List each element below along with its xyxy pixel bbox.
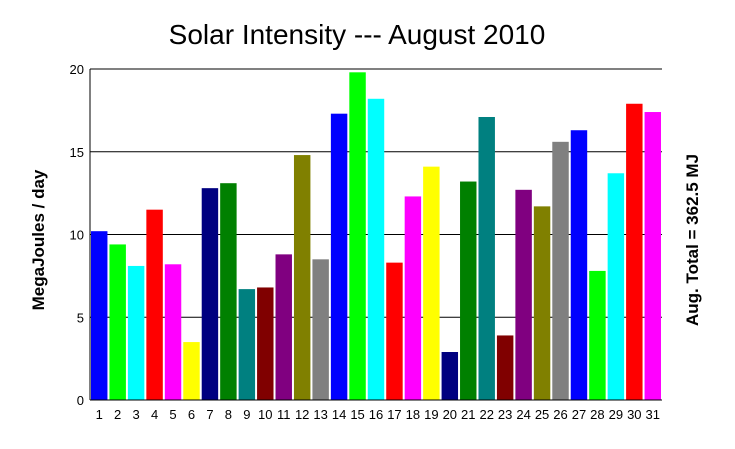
bar-day-23 <box>496 335 514 400</box>
bar-day-27 <box>570 130 588 401</box>
y-tick-labels: 0 5 10 15 20 <box>70 62 84 408</box>
x-tick-29: 29 <box>609 407 623 422</box>
bar-day-14 <box>330 113 348 400</box>
x-tick-28: 28 <box>590 407 604 422</box>
x-tick-12: 12 <box>295 407 309 422</box>
bar-day-8 <box>220 183 237 400</box>
x-tick-31: 31 <box>646 407 660 422</box>
plot-frame <box>89 69 662 401</box>
x-tick-1: 1 <box>96 407 103 422</box>
bar-day-11 <box>275 254 292 400</box>
bar-day-15 <box>349 72 366 400</box>
y-tick-5: 5 <box>77 310 84 325</box>
x-tick-14: 14 <box>332 407 346 422</box>
x-tick-21: 21 <box>461 407 475 422</box>
x-tick-15: 15 <box>350 407 364 422</box>
bar-day-24 <box>515 189 532 400</box>
bar-day-6 <box>183 342 200 400</box>
y-tick-20: 20 <box>70 62 84 77</box>
x-tick-20: 20 <box>443 407 457 422</box>
chart-title: Solar Intensity --- August 2010 <box>169 19 546 50</box>
bar-day-19 <box>423 166 440 400</box>
bar-day-21 <box>460 181 477 400</box>
x-tick-11: 11 <box>277 407 291 422</box>
x-tick-23: 23 <box>498 407 512 422</box>
bar-day-17 <box>386 262 403 400</box>
x-tick-labels: 1 2 3 4 5 6 7 8 9 10 11 12 13 14 15 16 17 18 19 20 21 22 23 24 2… <box>96 407 660 422</box>
y-tick-0: 0 <box>77 393 84 408</box>
y-tick-10: 10 <box>70 228 84 243</box>
x-tick-3: 3 <box>133 407 140 422</box>
bar-day-1 <box>91 231 108 400</box>
bar-day-13 <box>312 259 329 400</box>
x-tick-17: 17 <box>387 407 401 422</box>
x-tick-2: 2 <box>114 407 121 422</box>
x-tick-4: 4 <box>151 407 158 422</box>
x-tick-7: 7 <box>206 407 213 422</box>
bar-day-25 <box>533 206 551 400</box>
y-tick-15: 15 <box>70 145 84 160</box>
x-tick-26: 26 <box>553 407 567 422</box>
x-tick-30: 30 <box>627 407 641 422</box>
bar-day-20 <box>441 352 459 400</box>
bar-day-10 <box>257 287 274 400</box>
x-tick-27: 27 <box>572 407 586 422</box>
bar-day-9 <box>238 289 256 400</box>
bar-day-22 <box>478 116 495 401</box>
x-tick-24: 24 <box>516 407 530 422</box>
x-tick-8: 8 <box>225 407 232 422</box>
bar-day-2 <box>109 244 126 400</box>
bar-day-12 <box>293 155 311 400</box>
x-tick-18: 18 <box>406 407 420 422</box>
x-tick-10: 10 <box>258 407 272 422</box>
x-tick-13: 13 <box>313 407 327 422</box>
bar-day-29 <box>607 173 625 400</box>
bar-day-30 <box>626 103 643 400</box>
x-tick-6: 6 <box>188 407 195 422</box>
x-tick-5: 5 <box>169 407 176 422</box>
total-label: Aug. Total = 362.5 MJ <box>683 154 702 326</box>
bar-day-4 <box>146 209 163 400</box>
x-tick-9: 9 <box>243 407 250 422</box>
bar-day-16 <box>367 98 385 400</box>
bar-day-3 <box>127 265 145 400</box>
x-tick-19: 19 <box>424 407 438 422</box>
y-axis-label: MegaJoules / day <box>29 169 48 310</box>
bar-day-31 <box>644 112 661 400</box>
bar-day-26 <box>552 141 569 400</box>
x-tick-25: 25 <box>535 407 549 422</box>
bar-day-7 <box>201 188 219 400</box>
bar-day-5 <box>164 264 182 400</box>
x-tick-22: 22 <box>479 407 493 422</box>
bar-day-28 <box>589 270 606 400</box>
bar-day-18 <box>404 196 422 400</box>
bars-group <box>91 72 661 401</box>
x-tick-16: 16 <box>369 407 383 422</box>
